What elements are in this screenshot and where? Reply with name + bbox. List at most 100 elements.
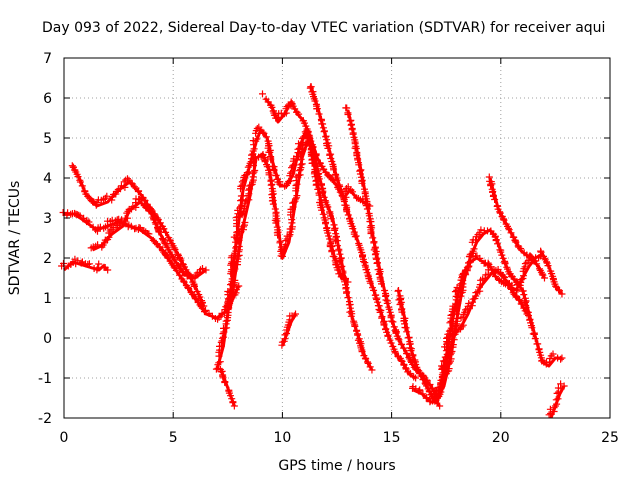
- data-point: [501, 274, 509, 281]
- data-point: [550, 404, 558, 412]
- data-point: [499, 254, 507, 262]
- series-sat-l: [485, 173, 548, 282]
- data-point: [538, 270, 546, 278]
- data-point: [268, 103, 276, 111]
- data-point: [185, 285, 193, 292]
- data-point: [231, 276, 239, 284]
- data-point: [287, 177, 294, 185]
- data-point: [201, 308, 208, 316]
- data-point: [74, 173, 82, 181]
- data-point: [447, 311, 455, 319]
- data-point: [227, 392, 234, 400]
- data-point: [527, 253, 535, 261]
- data-point: [312, 152, 320, 160]
- series-sat-d: [212, 123, 376, 374]
- data-point: [184, 283, 192, 291]
- data-point: [160, 238, 168, 246]
- data-point: [458, 323, 466, 331]
- data-point: [540, 274, 548, 282]
- data-point: [501, 260, 509, 268]
- x-axis-title: GPS time / hours: [278, 458, 395, 474]
- data-point: [174, 250, 182, 258]
- data-point: [296, 151, 304, 159]
- data-point: [403, 328, 411, 336]
- data-point: [259, 128, 267, 136]
- data-point: [520, 291, 528, 299]
- data-point: [85, 260, 93, 268]
- data-point: [419, 371, 427, 379]
- data-point: [349, 188, 356, 196]
- data-point: [320, 128, 328, 136]
- data-point: [519, 287, 526, 295]
- data-point: [152, 220, 160, 228]
- data-point: [285, 232, 293, 240]
- data-point: [484, 259, 492, 267]
- data-point: [423, 394, 431, 402]
- series-sat-e: [225, 130, 352, 312]
- data-point: [511, 236, 519, 244]
- data-point: [552, 396, 560, 404]
- data-point: [398, 308, 406, 316]
- data-point: [249, 170, 257, 178]
- data-point: [276, 239, 284, 247]
- data-point: [314, 185, 322, 193]
- data-point: [311, 173, 319, 181]
- data-point: [378, 280, 385, 288]
- data-point: [171, 246, 179, 253]
- data-point: [251, 167, 259, 174]
- data-point: [537, 248, 545, 256]
- data-point: [344, 111, 352, 118]
- data-point: [234, 237, 242, 245]
- data-point: [366, 279, 374, 287]
- data-point: [77, 259, 85, 267]
- y-tick-label: -1: [38, 371, 52, 387]
- axes: 0 5 10 15 20 25 -2 -1 0 1 2 3 4 5 6 7: [38, 51, 619, 446]
- data-point: [272, 172, 280, 180]
- data-point: [312, 181, 320, 189]
- data-point: [549, 350, 557, 358]
- data-point: [274, 231, 282, 239]
- data-point: [202, 266, 210, 274]
- data-point: [440, 362, 448, 370]
- data-point: [85, 218, 93, 226]
- data-point: [322, 220, 329, 228]
- data-point: [383, 299, 391, 307]
- data-point: [415, 387, 423, 395]
- data-point: [500, 273, 508, 281]
- data-point: [346, 117, 354, 125]
- data-point: [330, 166, 338, 174]
- data-point: [396, 354, 404, 362]
- y-tick-label: 2: [43, 251, 52, 267]
- series-sat-b: [68, 162, 208, 310]
- data-point: [405, 334, 412, 342]
- chart-title: Day 093 of 2022, Sidereal Day-to-day VTE…: [42, 20, 605, 36]
- data-point: [496, 208, 504, 216]
- data-point: [282, 237, 290, 245]
- data-point: [306, 84, 314, 92]
- data-point: [394, 335, 402, 342]
- data-point: [326, 243, 334, 250]
- data-point: [315, 110, 323, 118]
- data-point: [403, 350, 411, 358]
- data-point: [486, 177, 494, 185]
- data-point: [217, 338, 225, 346]
- data-point: [355, 161, 363, 169]
- data-point: [371, 251, 379, 259]
- data-point: [452, 292, 460, 300]
- data-point: [343, 208, 351, 216]
- data-point: [263, 163, 271, 171]
- data-point: [487, 182, 495, 190]
- data-point: [295, 140, 302, 148]
- data-point: [253, 135, 261, 143]
- data-point: [108, 196, 116, 204]
- data-point: [342, 285, 350, 293]
- data-point: [476, 254, 484, 262]
- data-point: [466, 258, 474, 266]
- x-tick-label: 15: [383, 430, 401, 446]
- data-point: [289, 162, 296, 170]
- data-point: [356, 170, 364, 178]
- data-point: [354, 331, 362, 339]
- series-sat-f: [259, 90, 374, 210]
- data-point: [71, 166, 79, 174]
- data-point: [553, 389, 561, 397]
